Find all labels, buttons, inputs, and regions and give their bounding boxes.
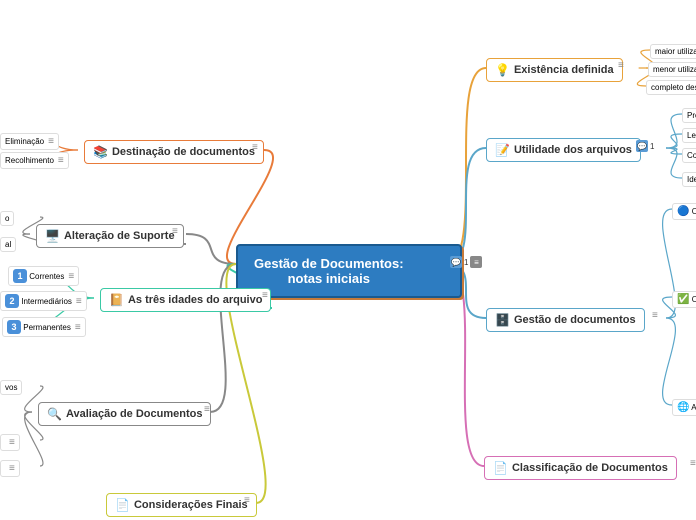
alteracao-icon: 🖥️ [45,229,60,243]
gestao-menu-icon[interactable]: ≡ [652,310,658,321]
classificacao-icon: 📄 [493,461,508,475]
idades-child-1-label: Intermediários [21,297,72,306]
avaliacao-child-2[interactable]: ≡ [0,460,20,477]
gestao-child-1[interactable]: ✅ Obj [672,291,696,308]
comment-count: 1 [464,258,468,267]
idades-icon: 📔 [109,293,124,307]
existencia-child-2-label: completo desus [651,83,696,92]
existencia-icon: 💡 [495,63,510,77]
gestao-child-1-icon: ✅ [677,294,689,305]
existencia-label: Existência definida [514,64,614,76]
idades-child-2[interactable]: 3 Permanentes ≡ [2,317,86,337]
branch-finais[interactable]: 📄 Considerações Finais [106,493,257,517]
idades-child-2-label: Permanentes [23,323,71,332]
menu-icon[interactable]: ≡ [470,256,482,268]
branch-avaliacao[interactable]: 🔍 Avaliação de Documentos [38,402,211,426]
utilidade-child-3-label: Identi [687,175,696,184]
utilidade-child-3[interactable]: Identi [682,172,696,187]
alteracao-child-1[interactable]: al [0,237,16,252]
existencia-menu-icon[interactable]: ≡ [618,60,624,71]
destinacao-child-1-label: Recolhimento [5,156,54,165]
existencia-child-2[interactable]: completo desus [646,80,696,95]
utilidade-icon: 📝 [495,143,510,157]
idades-child-0-label: Correntes [29,272,64,281]
alteracao-menu-icon[interactable]: ≡ [172,226,178,237]
branch-gestao[interactable]: 🗄️ Gestão de documentos [486,308,645,332]
idades-label: As três idades do arquivo [128,294,262,306]
avaliacao-child-2-menu-icon[interactable]: ≡ [9,463,15,474]
utilidade-child-1-label: Lemb [687,131,696,140]
avaliacao-menu-icon[interactable]: ≡ [204,404,210,415]
branch-alteracao[interactable]: 🖥️ Alteração de Suporte [36,224,184,248]
alteracao-child-1-label: al [5,240,11,249]
finais-menu-icon[interactable]: ≡ [244,495,250,506]
classificacao-menu-icon[interactable]: ≡ [690,458,696,469]
existencia-child-1-label: menor utilizaç [653,65,696,74]
existencia-child-0[interactable]: maior utilizaç [650,44,696,59]
utilidade-comment-count: 1 [650,142,654,151]
idades-child-1-number: 2 [5,294,19,308]
avaliacao-child-1[interactable]: ≡ [0,434,20,451]
comment-icon[interactable]: 💬 [450,256,462,268]
destinacao-child-1[interactable]: Recolhimento ≡ [0,152,69,169]
utilidade-child-2-label: Confe descol [687,151,696,160]
center-badges[interactable]: 💬1≡ [450,256,482,268]
destinacao-label: Destinação de documentos [112,146,255,158]
gestao-child-0[interactable]: 🔵 Orig [672,203,696,220]
branch-utilidade[interactable]: 📝 Utilidade dos arquivos [486,138,641,162]
utilidade-comment-icon[interactable]: 💬 [636,140,648,152]
branch-destinacao[interactable]: 📚 Destinação de documentos [84,140,264,164]
avaliacao-label: Avaliação de Documentos [66,408,203,420]
idades-child-0-menu-icon[interactable]: ≡ [68,271,74,282]
alteracao-label: Alteração de Suporte [64,230,175,242]
finais-icon: 📄 [115,498,130,512]
gestao-child-1-label: Obj [692,295,696,304]
idades-child-2-number: 3 [7,320,21,334]
alteracao-child-0[interactable]: o [0,211,14,226]
destinacao-child-0-label: Eliminação [5,137,44,146]
idades-child-0-number: 1 [13,269,27,283]
idades-child-0[interactable]: 1 Correntes ≡ [8,266,79,286]
existencia-child-1[interactable]: menor utilizaç [648,62,696,77]
avaliacao-child-1-menu-icon[interactable]: ≡ [9,437,15,448]
destinacao-child-0-menu-icon[interactable]: ≡ [48,136,54,147]
utilidade-badge[interactable]: 💬1 [636,140,654,152]
utilidade-child-0-label: Provas [687,111,696,120]
gestao-child-2-label: Apl [691,403,696,412]
gestao-child-2[interactable]: 🌐 Apl [672,399,696,416]
idades-child-1[interactable]: 2 Intermediários ≡ [0,291,87,311]
branch-classificacao[interactable]: 📄 Classificação de Documentos [484,456,677,480]
branch-existencia[interactable]: 💡 Existência definida [486,58,623,82]
avaliacao-child-0-label: vos [5,383,17,392]
classificacao-label: Classificação de Documentos [512,462,668,474]
gestao-child-2-icon: 🌐 [677,402,689,413]
idades-child-2-menu-icon[interactable]: ≡ [75,322,81,333]
branch-idades[interactable]: 📔 As três idades do arquivo [100,288,271,312]
utilidade-label: Utilidade dos arquivos [514,144,632,156]
destinacao-icon: 📚 [93,145,108,159]
finais-label: Considerações Finais [134,499,248,511]
gestao-child-0-label: Orig [692,207,696,216]
utilidade-child-2[interactable]: Confe descol [682,148,696,163]
idades-child-1-menu-icon[interactable]: ≡ [76,296,82,307]
gestao-child-0-icon: 🔵 [677,206,689,217]
avaliacao-icon: 🔍 [47,407,62,421]
utilidade-child-1[interactable]: Lemb [682,128,696,143]
utilidade-child-0[interactable]: Provas [682,108,696,123]
gestao-label: Gestão de documentos [514,314,636,326]
destinacao-menu-icon[interactable]: ≡ [252,142,258,153]
alteracao-child-0-label: o [5,214,9,223]
gestao-icon: 🗄️ [495,313,510,327]
avaliacao-child-0[interactable]: vos [0,380,22,395]
destinacao-child-0[interactable]: Eliminação ≡ [0,133,59,150]
destinacao-child-1-menu-icon[interactable]: ≡ [58,155,64,166]
existencia-child-0-label: maior utilizaç [655,47,696,56]
idades-menu-icon[interactable]: ≡ [262,290,268,301]
